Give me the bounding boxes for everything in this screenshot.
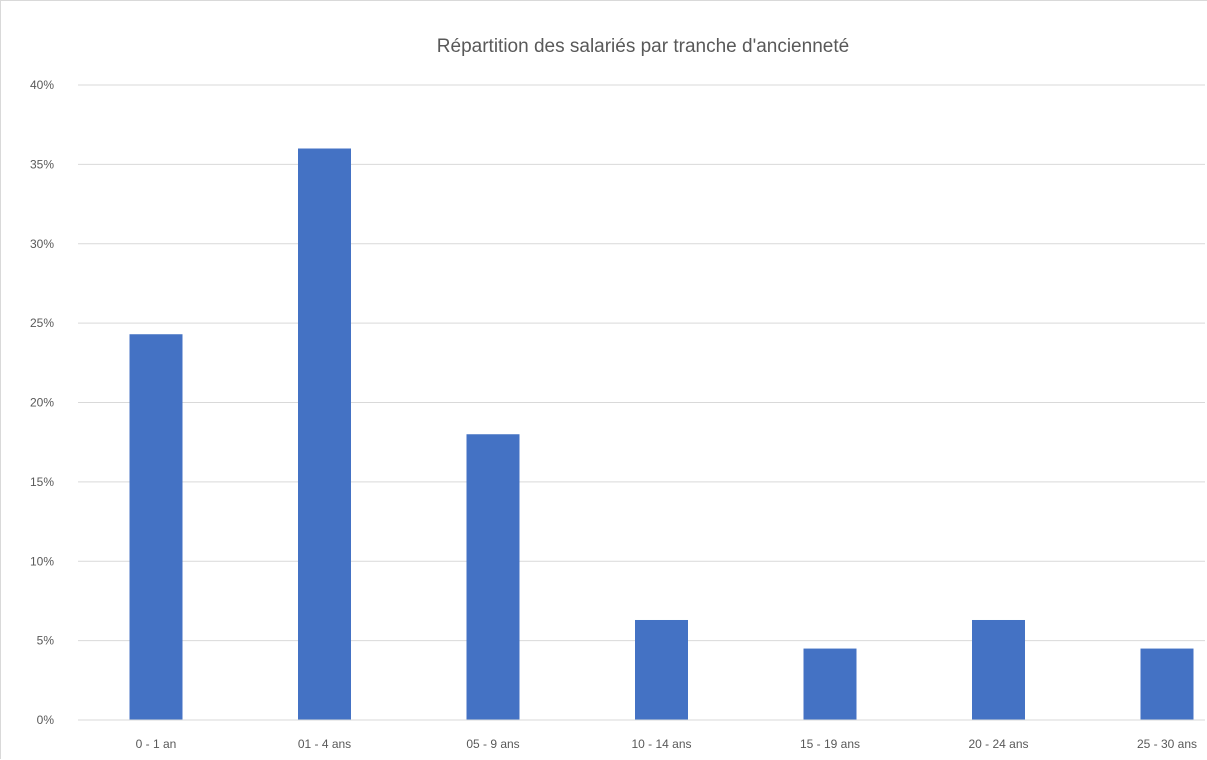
bars [129, 148, 1194, 720]
bar [298, 148, 351, 720]
y-tick-label: 25% [30, 316, 54, 330]
bar [1140, 648, 1194, 720]
x-tick-label: 0 - 1 an [136, 737, 177, 751]
bar [635, 619, 688, 720]
y-tick-label: 10% [30, 554, 54, 568]
x-tick-label: 10 - 14 ans [631, 737, 691, 751]
gridlines [78, 84, 1205, 642]
y-axis-tick-labels: 0% 5% 10% 15% 20% 25% 30% 35% 40% [30, 78, 54, 727]
chart-title: Répartition des salariés par tranche d'a… [437, 36, 849, 57]
y-tick-label: 15% [30, 475, 54, 489]
x-tick-label: 05 - 9 ans [466, 737, 519, 751]
x-tick-label: 20 - 24 ans [968, 737, 1028, 751]
y-tick-label: 0% [37, 713, 55, 727]
y-tick-label: 5% [37, 634, 55, 648]
y-tick-label: 20% [30, 396, 54, 410]
bar [803, 648, 857, 720]
bar [972, 619, 1025, 720]
y-tick-label: 35% [30, 157, 54, 171]
x-axis-tick-labels: 0 - 1 an 01 - 4 ans 05 - 9 ans 10 - 14 ans 1… [136, 737, 1197, 751]
bar [129, 334, 183, 720]
x-tick-label: 25 - 30 ans [1137, 737, 1197, 751]
x-tick-label: 01 - 4 ans [298, 737, 351, 751]
y-tick-label: 40% [30, 78, 54, 92]
bar [466, 434, 520, 720]
x-tick-label: 15 - 19 ans [800, 737, 860, 751]
y-tick-label: 30% [30, 237, 54, 251]
